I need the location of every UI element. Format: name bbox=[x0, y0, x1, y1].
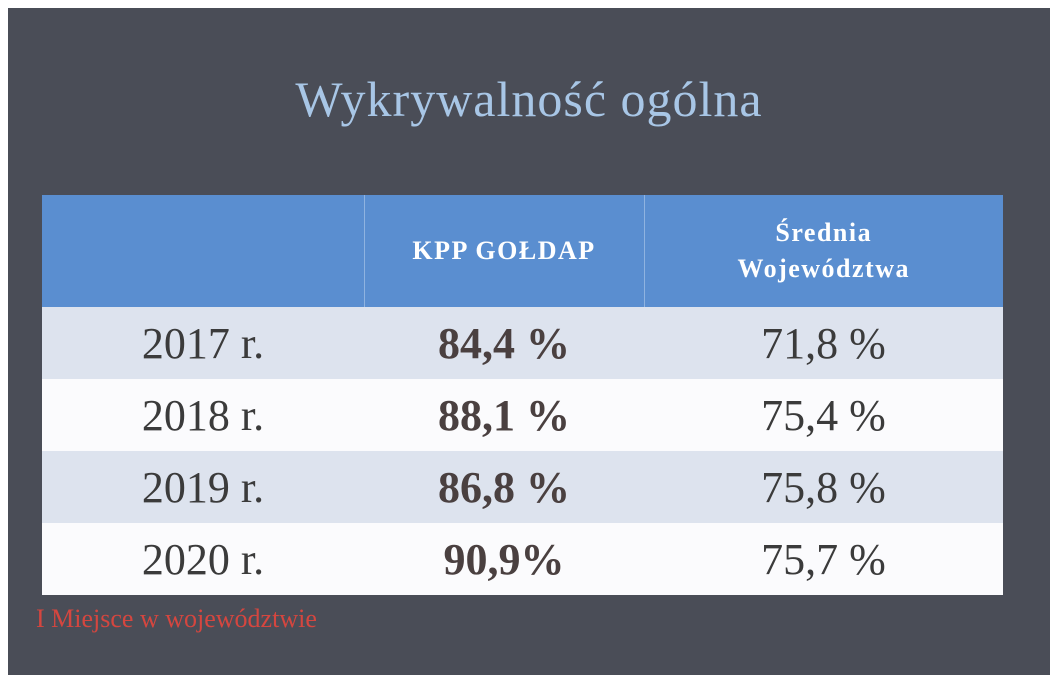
table-cell: 75,7 % bbox=[644, 523, 1003, 595]
table-cell: 2017 r. bbox=[42, 307, 364, 379]
table-cell: 75,4 % bbox=[644, 379, 1003, 451]
table-row: 2019 r. 86,8 % 75,8 % bbox=[42, 451, 1003, 523]
table-row: 2017 r. 84,4 % 71,8 % bbox=[42, 307, 1003, 379]
header-text: KPP GOŁDAP bbox=[412, 236, 596, 265]
results-table: KPP GOŁDAP Średnia Województwa 2017 r. 84… bbox=[42, 195, 1003, 595]
table-cell: 71,8 % bbox=[644, 307, 1003, 379]
table-row: 2020 r. 90,9% 75,7 % bbox=[42, 523, 1003, 595]
table-cell: 84,4 % bbox=[364, 307, 644, 379]
header-cell bbox=[42, 195, 365, 307]
header-row: KPP GOŁDAP Średnia Województwa bbox=[42, 195, 1003, 307]
table-cell: 2019 r. bbox=[42, 451, 364, 523]
slide: Wykrywalność ogólna KPP GOŁDAP Średnia W… bbox=[8, 8, 1050, 675]
table-cell: 88,1 % bbox=[364, 379, 644, 451]
table-cell: 2020 r. bbox=[42, 523, 364, 595]
slide-title: Wykrywalność ogólna bbox=[295, 71, 763, 127]
header-text: Średnia Województwa bbox=[737, 218, 910, 283]
header-cell: KPP GOŁDAP bbox=[364, 195, 645, 307]
header-cell: Średnia Województwa bbox=[644, 195, 1003, 307]
table-row: 2018 r. 88,1 % 75,4 % bbox=[42, 379, 1003, 451]
table-cell: 86,8 % bbox=[364, 451, 644, 523]
table-cell: 90,9% bbox=[364, 523, 644, 595]
table-cell: 2018 r. bbox=[42, 379, 364, 451]
footer-note: I Miejsce w województwie bbox=[36, 604, 317, 633]
table-cell: 75,8 % bbox=[644, 451, 1003, 523]
